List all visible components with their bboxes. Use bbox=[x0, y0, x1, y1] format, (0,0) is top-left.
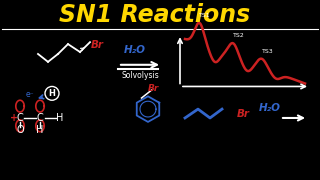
Text: SN1 Reactions: SN1 Reactions bbox=[60, 3, 251, 27]
Text: H: H bbox=[49, 89, 55, 98]
Text: TS3: TS3 bbox=[262, 49, 274, 54]
Text: Br: Br bbox=[148, 84, 159, 93]
Text: +: + bbox=[10, 113, 18, 123]
Text: H: H bbox=[56, 113, 64, 123]
Text: O: O bbox=[16, 125, 24, 135]
Text: C: C bbox=[17, 113, 23, 123]
Text: Solvolysis: Solvolysis bbox=[121, 71, 159, 80]
Text: e⁻: e⁻ bbox=[26, 90, 34, 99]
Text: C: C bbox=[36, 113, 44, 123]
Text: TS1: TS1 bbox=[199, 13, 211, 18]
Text: H: H bbox=[36, 125, 44, 135]
Text: TS2: TS2 bbox=[233, 33, 245, 38]
Text: Br: Br bbox=[91, 40, 103, 50]
Text: H₂O: H₂O bbox=[259, 103, 281, 113]
Text: Br: Br bbox=[236, 109, 250, 119]
Text: H₂O: H₂O bbox=[124, 45, 146, 55]
